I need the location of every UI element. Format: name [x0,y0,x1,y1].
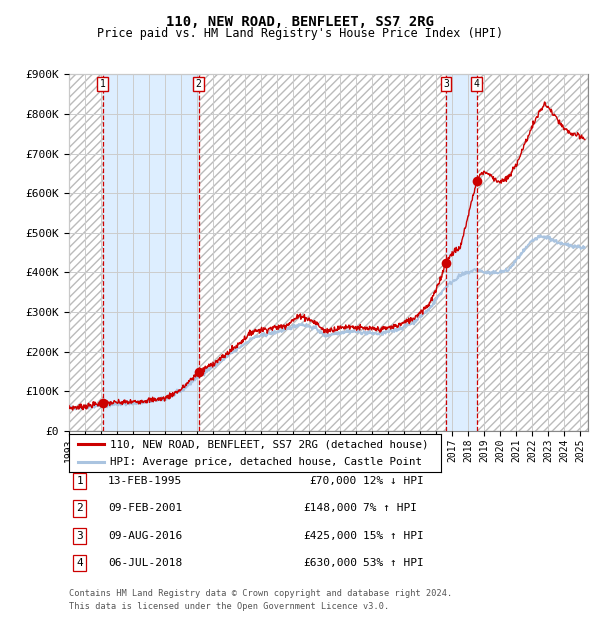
Text: 09-FEB-2001: 09-FEB-2001 [108,503,182,513]
Text: HPI: Average price, detached house, Castle Point: HPI: Average price, detached house, Cast… [110,457,422,467]
Bar [199,74,446,431]
Text: 110, NEW ROAD, BENFLEET, SS7 2RG (detached house): 110, NEW ROAD, BENFLEET, SS7 2RG (detach… [110,440,428,450]
Text: 1: 1 [76,476,83,486]
Text: Price paid vs. HM Land Registry's House Price Index (HPI): Price paid vs. HM Land Registry's House … [97,27,503,40]
Text: 06-JUL-2018: 06-JUL-2018 [108,558,182,568]
Text: 2: 2 [76,503,83,513]
Text: Contains HM Land Registry data © Crown copyright and database right 2024.: Contains HM Land Registry data © Crown c… [69,590,452,598]
Text: 3: 3 [76,531,83,541]
Text: 110, NEW ROAD, BENFLEET, SS7 2RG: 110, NEW ROAD, BENFLEET, SS7 2RG [166,16,434,30]
Text: £630,000: £630,000 [303,558,357,568]
Text: 53% ↑ HPI: 53% ↑ HPI [363,558,424,568]
Text: 4: 4 [473,79,479,89]
Text: This data is licensed under the Open Government Licence v3.0.: This data is licensed under the Open Gov… [69,602,389,611]
Text: 7% ↑ HPI: 7% ↑ HPI [363,503,417,513]
Bar [446,74,476,431]
Text: £70,000: £70,000 [310,476,357,486]
Text: 12% ↓ HPI: 12% ↓ HPI [363,476,424,486]
Text: 15% ↑ HPI: 15% ↑ HPI [363,531,424,541]
Text: 2: 2 [196,79,202,89]
Text: 3: 3 [443,79,449,89]
Text: £148,000: £148,000 [303,503,357,513]
Text: 09-AUG-2016: 09-AUG-2016 [108,531,182,541]
Bar [103,74,199,431]
Text: 1: 1 [100,79,106,89]
Bar [476,74,588,431]
Bar [69,74,103,431]
Text: £425,000: £425,000 [303,531,357,541]
Text: 4: 4 [76,558,83,568]
Text: 13-FEB-1995: 13-FEB-1995 [108,476,182,486]
